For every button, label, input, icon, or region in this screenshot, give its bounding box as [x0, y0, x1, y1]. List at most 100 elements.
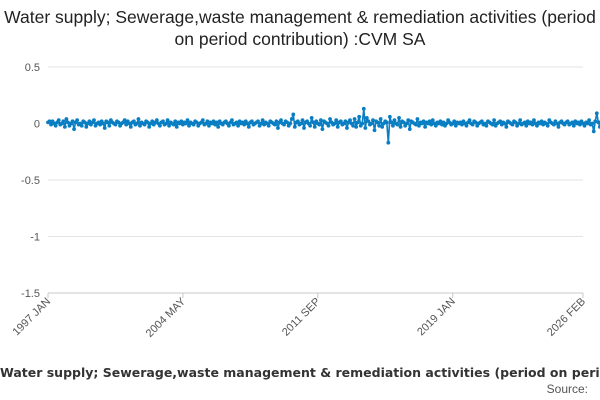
data-point[interactable] [556, 124, 561, 129]
data-point[interactable] [355, 120, 360, 125]
data-point[interactable] [167, 123, 172, 128]
data-point[interactable] [187, 123, 191, 128]
data-point[interactable] [295, 119, 300, 124]
data-point[interactable] [593, 119, 598, 124]
data-point[interactable] [473, 120, 478, 125]
data-point[interactable] [53, 123, 58, 128]
data-point[interactable] [272, 122, 277, 127]
data-point[interactable] [371, 118, 375, 123]
data-point[interactable] [259, 121, 263, 126]
data-point[interactable] [245, 121, 250, 126]
data-point[interactable] [154, 118, 159, 123]
data-point[interactable] [386, 140, 391, 145]
data-point[interactable] [207, 123, 211, 128]
data-point[interactable] [318, 118, 323, 123]
data-point[interactable] [102, 126, 107, 130]
data-point[interactable] [299, 121, 303, 126]
data-point[interactable] [279, 118, 283, 123]
data-point[interactable] [158, 123, 162, 128]
data-point[interactable] [464, 123, 469, 128]
data-point[interactable] [530, 122, 535, 127]
data-point[interactable] [214, 120, 219, 125]
data-point[interactable] [75, 118, 80, 123]
data-point[interactable] [387, 114, 392, 119]
data-point[interactable] [105, 120, 110, 125]
data-point[interactable] [147, 124, 152, 129]
data-point[interactable] [266, 123, 271, 128]
data-point[interactable] [366, 119, 371, 124]
data-point[interactable] [429, 122, 434, 127]
data-point[interactable] [194, 120, 199, 125]
data-point[interactable] [211, 119, 216, 124]
data-point[interactable] [364, 115, 369, 120]
data-point[interactable] [332, 121, 337, 126]
data-point[interactable] [289, 117, 294, 121]
data-point[interactable] [335, 124, 340, 129]
data-point[interactable] [545, 123, 550, 128]
data-point[interactable] [594, 111, 599, 116]
data-point[interactable] [328, 117, 332, 121]
data-point[interactable] [460, 122, 464, 127]
data-point[interactable] [173, 119, 178, 124]
data-point[interactable] [369, 121, 374, 126]
data-point[interactable] [56, 118, 61, 123]
data-point[interactable] [246, 124, 251, 129]
data-point[interactable] [398, 124, 403, 129]
data-point[interactable] [582, 123, 587, 128]
data-point[interactable] [570, 120, 575, 125]
data-point[interactable] [401, 120, 406, 125]
data-point[interactable] [84, 124, 89, 129]
data-point[interactable] [590, 121, 595, 126]
data-point[interactable] [551, 122, 556, 127]
data-point[interactable] [101, 121, 106, 126]
data-point[interactable] [452, 119, 457, 124]
data-point[interactable] [171, 122, 176, 127]
data-point[interactable] [380, 124, 385, 129]
data-point[interactable] [47, 119, 52, 124]
data-point[interactable] [82, 120, 87, 125]
data-point[interactable] [312, 124, 317, 129]
data-point[interactable] [292, 124, 297, 129]
data-point[interactable] [348, 118, 352, 123]
data-point[interactable] [300, 118, 305, 123]
data-point[interactable] [417, 123, 421, 128]
data-point[interactable] [421, 119, 426, 124]
data-point[interactable] [200, 118, 205, 123]
data-point[interactable] [317, 122, 322, 127]
data-point[interactable] [191, 122, 196, 127]
data-point[interactable] [404, 121, 409, 126]
data-point[interactable] [142, 122, 147, 127]
data-point[interactable] [116, 120, 121, 125]
data-point[interactable] [597, 124, 600, 129]
data-point[interactable] [79, 123, 84, 128]
data-point[interactable] [354, 124, 359, 129]
data-point[interactable] [107, 123, 112, 128]
data-point[interactable] [430, 118, 435, 123]
data-point[interactable] [343, 119, 348, 124]
data-point[interactable] [285, 120, 290, 125]
data-point[interactable] [498, 119, 503, 124]
data-point[interactable] [392, 118, 397, 123]
data-point[interactable] [87, 119, 92, 124]
data-point[interactable] [351, 123, 355, 128]
data-point[interactable] [467, 118, 472, 123]
data-point[interactable] [444, 121, 449, 126]
data-point[interactable] [395, 122, 400, 127]
data-point[interactable] [479, 119, 484, 124]
data-point[interactable] [555, 121, 559, 126]
data-point[interactable] [164, 121, 168, 126]
data-point[interactable] [571, 123, 576, 128]
data-point[interactable] [282, 122, 286, 127]
data-point[interactable] [427, 119, 432, 124]
data-point[interactable] [587, 118, 592, 123]
data-point[interactable] [320, 127, 325, 132]
data-point[interactable] [260, 118, 265, 123]
data-point[interactable] [377, 123, 382, 128]
data-point[interactable] [539, 119, 544, 124]
data-point[interactable] [391, 123, 395, 128]
data-point[interactable] [516, 121, 521, 126]
data-point[interactable] [276, 126, 280, 130]
data-point[interactable] [384, 120, 389, 125]
data-point[interactable] [308, 123, 313, 128]
data-point[interactable] [591, 129, 596, 134]
